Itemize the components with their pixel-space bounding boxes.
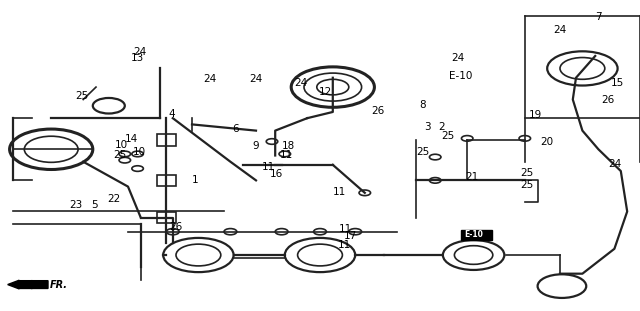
Text: 25: 25 (442, 131, 454, 141)
Text: 11: 11 (262, 162, 275, 172)
Text: 26: 26 (170, 222, 182, 232)
Text: 22: 22 (108, 194, 120, 204)
Text: 3: 3 (424, 122, 431, 132)
Text: 21: 21 (466, 172, 479, 182)
Text: 26: 26 (602, 95, 614, 104)
Text: 9: 9 (253, 141, 259, 151)
Text: 25: 25 (521, 180, 534, 190)
Text: 15: 15 (611, 78, 624, 88)
Text: 24: 24 (608, 159, 621, 169)
Text: E-10: E-10 (449, 71, 472, 81)
Text: 19: 19 (529, 110, 541, 120)
Text: 6: 6 (232, 124, 239, 134)
Text: 13: 13 (131, 53, 144, 63)
Text: 25: 25 (521, 168, 534, 178)
Text: E-10: E-10 (465, 230, 483, 239)
FancyArrow shape (8, 280, 48, 289)
Text: 25: 25 (76, 91, 88, 101)
FancyBboxPatch shape (157, 212, 176, 223)
Text: 24: 24 (451, 53, 464, 63)
Text: 11: 11 (333, 187, 346, 197)
Text: 20: 20 (541, 137, 554, 147)
Text: 16: 16 (270, 169, 283, 179)
Text: 24: 24 (554, 26, 566, 35)
Text: 24: 24 (133, 47, 146, 57)
Text: 12: 12 (319, 87, 332, 97)
Text: 24: 24 (204, 74, 216, 84)
Text: 11: 11 (339, 224, 352, 234)
Text: 23: 23 (69, 200, 82, 210)
Text: 25: 25 (416, 147, 429, 157)
Text: 2: 2 (438, 122, 445, 132)
Text: 10: 10 (115, 140, 128, 150)
Text: 4: 4 (168, 109, 175, 119)
Text: 11: 11 (280, 150, 293, 160)
Text: 25: 25 (114, 150, 127, 160)
Text: 24: 24 (250, 74, 262, 84)
FancyBboxPatch shape (461, 230, 492, 240)
FancyBboxPatch shape (157, 175, 176, 186)
Text: 1: 1 (192, 175, 198, 185)
Text: 18: 18 (282, 141, 294, 151)
Text: 8: 8 (419, 100, 426, 110)
FancyBboxPatch shape (157, 134, 176, 146)
Text: FR.: FR. (50, 281, 68, 290)
Text: 14: 14 (125, 134, 138, 144)
Text: 17: 17 (344, 231, 357, 241)
Text: 11: 11 (338, 240, 351, 250)
Text: 26: 26 (371, 106, 384, 116)
Text: 24: 24 (294, 78, 307, 88)
Text: 7: 7 (595, 12, 602, 22)
Text: 5: 5 (92, 200, 98, 210)
Text: 10: 10 (133, 147, 146, 157)
